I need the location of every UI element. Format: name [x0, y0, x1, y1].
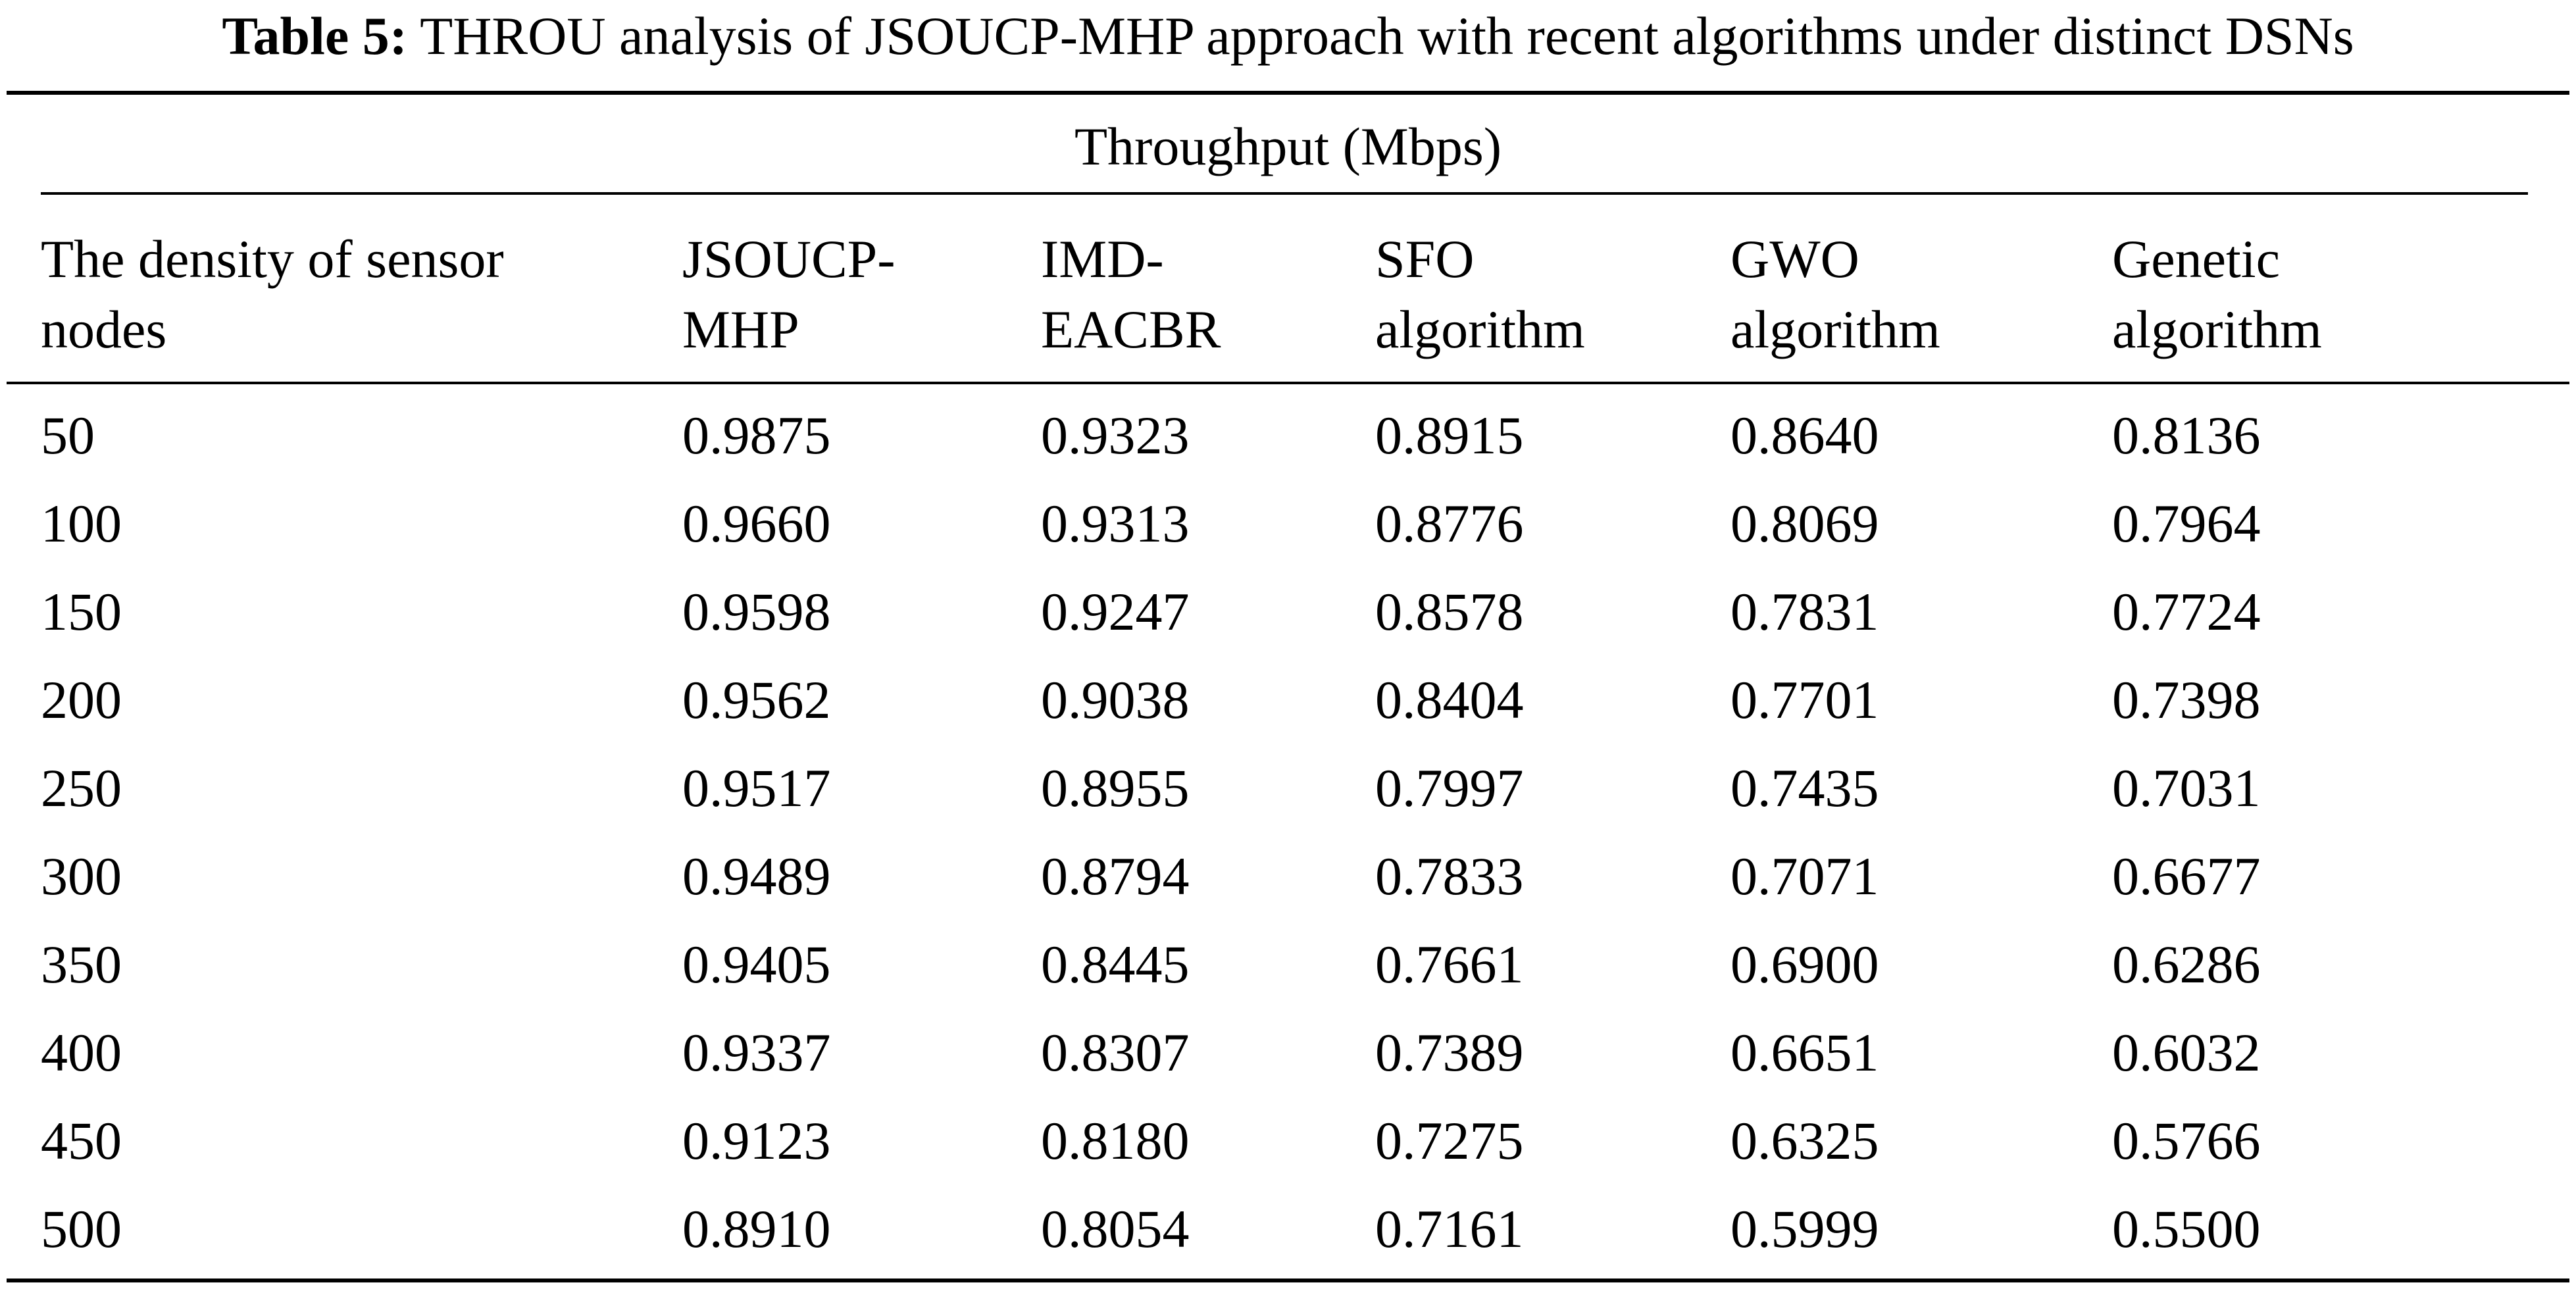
table-cell: 0.8445	[1041, 934, 1190, 994]
column-header-line: MHP	[682, 299, 799, 359]
table-caption: Table 5: THROU analysis of JSOUCP-MHP ap…	[0, 0, 2576, 79]
table-cell: 0.8054	[1041, 1199, 1190, 1259]
table-cell: 0.6677	[2112, 846, 2261, 906]
table-cell: 0.8776	[1375, 494, 1524, 553]
table-cell: 0.9875	[682, 405, 831, 465]
table-cell: 0.7661	[1375, 934, 1524, 994]
table-cell: 0.9405	[682, 934, 831, 994]
table-cell: 0.7398	[2112, 670, 2261, 730]
table-cell: 0.6651	[1730, 1023, 1879, 1082]
table-cell: 0.9313	[1041, 494, 1190, 553]
table-cell: 0.6032	[2112, 1023, 2261, 1082]
table-cell: 0.6325	[1730, 1111, 1879, 1171]
table-cell: 0.8180	[1041, 1111, 1190, 1171]
row-density-cell: 400	[41, 1023, 122, 1082]
column-header-imd-eacbr: IMD- EACBR	[1041, 224, 1221, 365]
table-cell: 0.9247	[1041, 582, 1190, 642]
table-cell: 0.7701	[1730, 670, 1879, 730]
column-header-density: The density of sensor nodes	[41, 224, 504, 365]
table-cell: 0.6900	[1730, 934, 1879, 994]
table-cell: 0.8915	[1375, 405, 1524, 465]
column-header-gwo: GWO algorithm	[1730, 224, 1940, 365]
table-cell: 0.8069	[1730, 494, 1879, 553]
table-cell: 0.9323	[1041, 405, 1190, 465]
row-density-cell: 250	[41, 758, 122, 818]
group-rule	[41, 192, 2528, 195]
table-cell: 0.5999	[1730, 1199, 1879, 1259]
column-header-line: The density of sensor	[41, 229, 504, 289]
column-header-sfo: SFO algorithm	[1375, 224, 1585, 365]
table-cell: 0.8910	[682, 1199, 831, 1259]
table-cell: 0.9660	[682, 494, 831, 553]
table-cell: 0.7389	[1375, 1023, 1524, 1082]
table-cell: 0.6286	[2112, 934, 2261, 994]
table-cell: 0.5766	[2112, 1111, 2261, 1171]
table-cell: 0.9489	[682, 846, 831, 906]
table-cell: 0.7161	[1375, 1199, 1524, 1259]
column-header-line: GWO	[1730, 229, 1859, 289]
row-density-cell: 350	[41, 934, 122, 994]
row-density-cell: 450	[41, 1111, 122, 1171]
table-cell: 0.9562	[682, 670, 831, 730]
column-header-line: SFO	[1375, 229, 1475, 289]
bottom-rule	[7, 1278, 2569, 1282]
table-cell: 0.9598	[682, 582, 831, 642]
table-cell: 0.9337	[682, 1023, 831, 1082]
top-rule	[7, 91, 2569, 95]
column-header-jsoucp-mhp: JSOUCP- MHP	[682, 224, 896, 365]
row-density-cell: 500	[41, 1199, 122, 1259]
row-density-cell: 200	[41, 670, 122, 730]
row-density-cell: 150	[41, 582, 122, 642]
column-header-line: IMD-	[1041, 229, 1164, 289]
table-cell: 0.9038	[1041, 670, 1190, 730]
table-cell: 0.7275	[1375, 1111, 1524, 1171]
column-header-genetic: Genetic algorithm	[2112, 224, 2322, 365]
table-cell: 0.8794	[1041, 846, 1190, 906]
header-rule	[7, 382, 2569, 384]
table-cell: 0.9517	[682, 758, 831, 818]
column-header-line: algorithm	[1375, 299, 1585, 359]
column-header-line: nodes	[41, 299, 167, 359]
table-cell: 0.7831	[1730, 582, 1879, 642]
table-cell: 0.7724	[2112, 582, 2261, 642]
row-density-cell: 50	[41, 405, 95, 465]
table-cell: 0.8578	[1375, 582, 1524, 642]
table-cell: 0.7833	[1375, 846, 1524, 906]
table-cell: 0.7071	[1730, 846, 1879, 906]
caption-text: THROU analysis of JSOUCP-MHP approach wi…	[420, 6, 2354, 66]
row-density-cell: 100	[41, 494, 122, 553]
column-header-line: Genetic	[2112, 229, 2280, 289]
table-cell: 0.8404	[1375, 670, 1524, 730]
table-cell: 0.8136	[2112, 405, 2261, 465]
caption-label: Table 5:	[222, 6, 408, 66]
table-cell: 0.7997	[1375, 758, 1524, 818]
column-header-line: algorithm	[2112, 299, 2322, 359]
group-header: Throughput (Mbps)	[1074, 116, 1502, 176]
table-cell: 0.7964	[2112, 494, 2261, 553]
column-header-line: algorithm	[1730, 299, 1940, 359]
column-header-line: JSOUCP-	[682, 229, 896, 289]
table-cell: 0.7031	[2112, 758, 2261, 818]
table-cell: 0.7435	[1730, 758, 1879, 818]
column-header-line: EACBR	[1041, 299, 1221, 359]
table-cell: 0.8307	[1041, 1023, 1190, 1082]
table-cell: 0.5500	[2112, 1199, 2261, 1259]
table-cell: 0.9123	[682, 1111, 831, 1171]
table-cell: 0.8640	[1730, 405, 1879, 465]
row-density-cell: 300	[41, 846, 122, 906]
table-cell: 0.8955	[1041, 758, 1190, 818]
